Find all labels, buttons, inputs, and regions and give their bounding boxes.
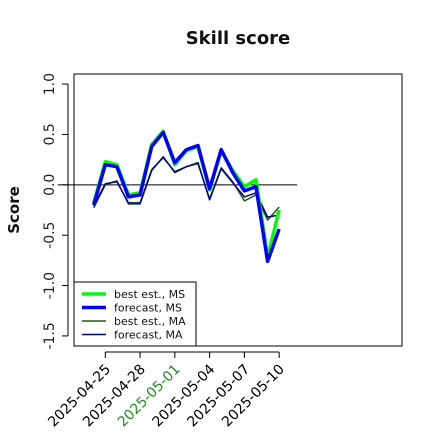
y-tick-label: 0.5 (42, 123, 58, 145)
series-line-1 (92, 130, 281, 264)
legend-label: best est., MS (114, 288, 185, 301)
legend-label: forecast, MA (114, 329, 183, 342)
plot-frame (73, 73, 403, 347)
chart-title: Skill score (186, 28, 291, 49)
series-line-3 (93, 156, 280, 218)
y-tick-label: -0.5 (42, 222, 58, 249)
y-tick-label: -1.0 (42, 272, 58, 299)
y-tick-label: 0.0 (42, 174, 58, 196)
y-axis-label: Score (5, 186, 23, 234)
y-tick-label: -1.5 (42, 322, 58, 349)
x-axis: 2025-04-252025-04-282025-05-012025-05-04… (45, 351, 288, 430)
legend-label: forecast, MS (114, 302, 182, 315)
legend-label: best est., MA (114, 315, 186, 328)
plot-area (57, 73, 403, 347)
y-axis: -1.5 -1.0 -0.5 0.0 0.5 1.0 (42, 73, 69, 350)
y-tick-label: 1.0 (42, 73, 58, 95)
